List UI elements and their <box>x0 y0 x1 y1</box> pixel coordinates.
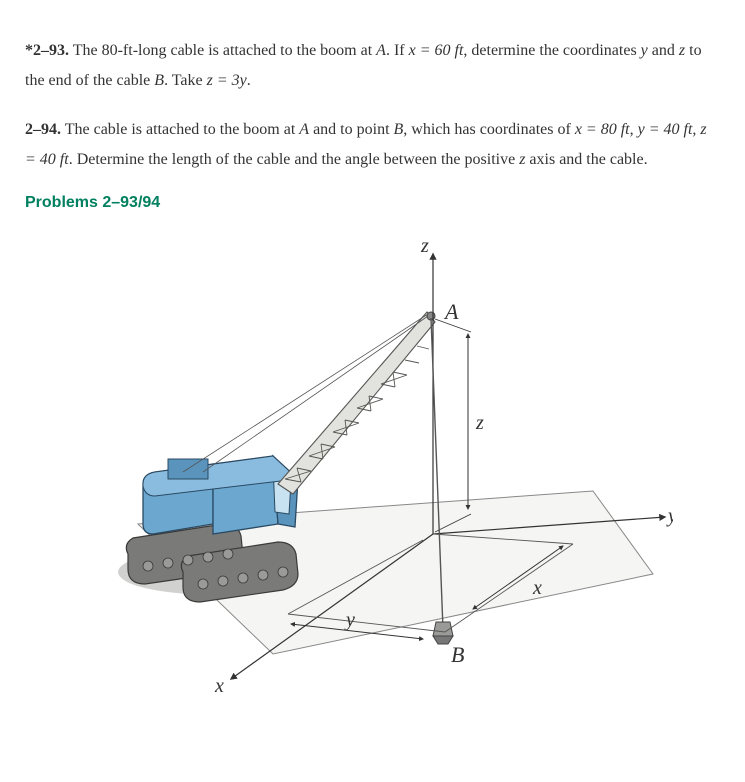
section-title: Problems 2–93/94 <box>25 194 720 212</box>
text: . Take <box>164 72 207 89</box>
text: The 80-ft-long cable is attached to the … <box>69 42 376 59</box>
crane-boom <box>278 312 435 494</box>
text: and <box>648 42 679 59</box>
problem-number: 2–94. <box>25 121 61 138</box>
var: A <box>299 121 309 138</box>
text: axis and the cable. <box>525 151 647 168</box>
equation: z = 3y <box>207 72 247 89</box>
text: and to point <box>309 121 393 138</box>
hook-weight <box>433 622 453 644</box>
dim-x-label: x <box>532 577 542 599</box>
point-b-label: B <box>451 642 464 667</box>
text: . If <box>386 42 409 59</box>
crane-figure: z y x z A B x y <box>73 224 673 694</box>
crane-body <box>143 456 298 534</box>
problem-number: *2–93. <box>25 42 69 59</box>
dim-y-label: y <box>344 609 355 631</box>
text: , determine the coordinates <box>463 42 640 59</box>
y-axis-label: y <box>666 505 673 527</box>
var: y <box>641 42 648 59</box>
text: . <box>247 72 251 89</box>
z-axis-label: z <box>420 235 429 257</box>
dim-z-label: z <box>475 412 484 434</box>
text: The cable is attached to the boom at <box>61 121 299 138</box>
equation: x = 60 ft <box>409 42 464 59</box>
var: A <box>376 42 386 59</box>
var: B <box>154 72 164 89</box>
text: , which has coordinates of <box>403 121 575 138</box>
boom-support-cables <box>183 314 428 472</box>
text: . Determine the length of the cable and … <box>69 151 520 168</box>
var: B <box>394 121 404 138</box>
point-a-label: A <box>443 299 459 324</box>
problem-2-93: *2–93. The 80-ft-long cable is attached … <box>25 36 720 97</box>
figure-container: z y x z A B x y <box>25 224 720 694</box>
problem-2-94: 2–94. The cable is attached to the boom … <box>25 115 720 176</box>
x-axis-label: x <box>214 675 224 694</box>
